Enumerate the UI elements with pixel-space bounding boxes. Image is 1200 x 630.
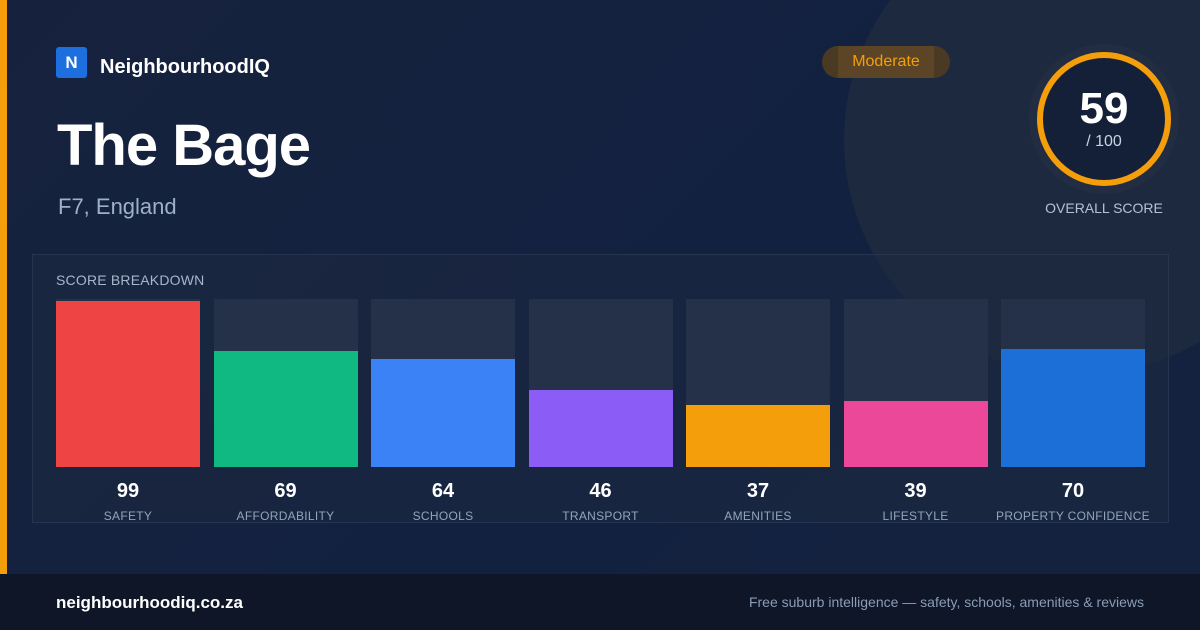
overall-score-max: / 100 [1086,133,1122,150]
brand[interactable]: N NeighbourhoodIQ [56,46,270,79]
bar-fill [56,301,200,467]
bar-label: TRANSPORT [562,509,639,523]
bar-fill [843,401,988,467]
bar-label: PROPERTY CONFIDENCE [996,509,1150,523]
bar-track [56,299,200,467]
rating-badge: Moderate [822,46,950,78]
bar-track [686,299,830,467]
bar-track [213,299,358,467]
bar-label: SAFETY [103,509,153,523]
score-breakdown-panel: SCORE BREAKDOWN 99 SAFETY 69 AFFORDABILITY 6… [32,254,1169,523]
brand-name: NeighbourhoodIQ [100,56,270,78]
brand-logo-icon: N [56,47,87,78]
bar-fill [371,359,515,467]
bar-track [371,299,515,467]
bar-value: 64 [431,480,455,502]
score-ring-inner [1040,55,1168,183]
bar-label: LIFESTYLE [882,509,949,523]
bar-track [843,299,988,467]
bar-value: 99 [116,480,140,502]
bar-label: AFFORDABILITY [236,509,335,523]
bar-track [528,299,673,467]
bar-value: 37 [746,480,770,502]
bar-value: 69 [274,480,297,502]
bar-track [1001,299,1145,467]
bar-fill [1001,349,1145,467]
bar-fill [686,405,830,467]
bar-fill [213,351,358,467]
suburb-location: F7, England [58,194,177,219]
share-card: N NeighbourhoodIQ The Bage F7, England M… [0,0,1200,574]
bar-value: 70 [1061,480,1085,502]
footer: neighbourhoodiq.co.za Free suburb intell… [0,574,1200,630]
bar-fill [528,390,673,467]
footer-url-link[interactable]: neighbourhoodiq.co.za [56,593,243,612]
badge-highlight [838,46,934,78]
rating-badge-label: Moderate [852,53,920,70]
bar-label: SCHOOLS [412,509,474,523]
score-ring-arc [1037,52,1171,186]
bar-value: 46 [589,480,612,502]
overall-score-ring: 59 / 100 [1029,44,1179,194]
overall-score-value: 59 [1079,84,1129,133]
footer-tagline: Free suburb intelligence — safety, schoo… [748,594,1144,610]
breakdown-title: SCORE BREAKDOWN [56,272,205,288]
bar-label: AMENITIES [724,509,792,523]
overall-score-caption: OVERALL SCORE [1045,200,1163,216]
suburb-title: The Bage [57,113,311,178]
bar-value: 39 [904,480,927,502]
accent-bar [0,0,7,574]
score-ring-graphic [1029,44,1179,194]
